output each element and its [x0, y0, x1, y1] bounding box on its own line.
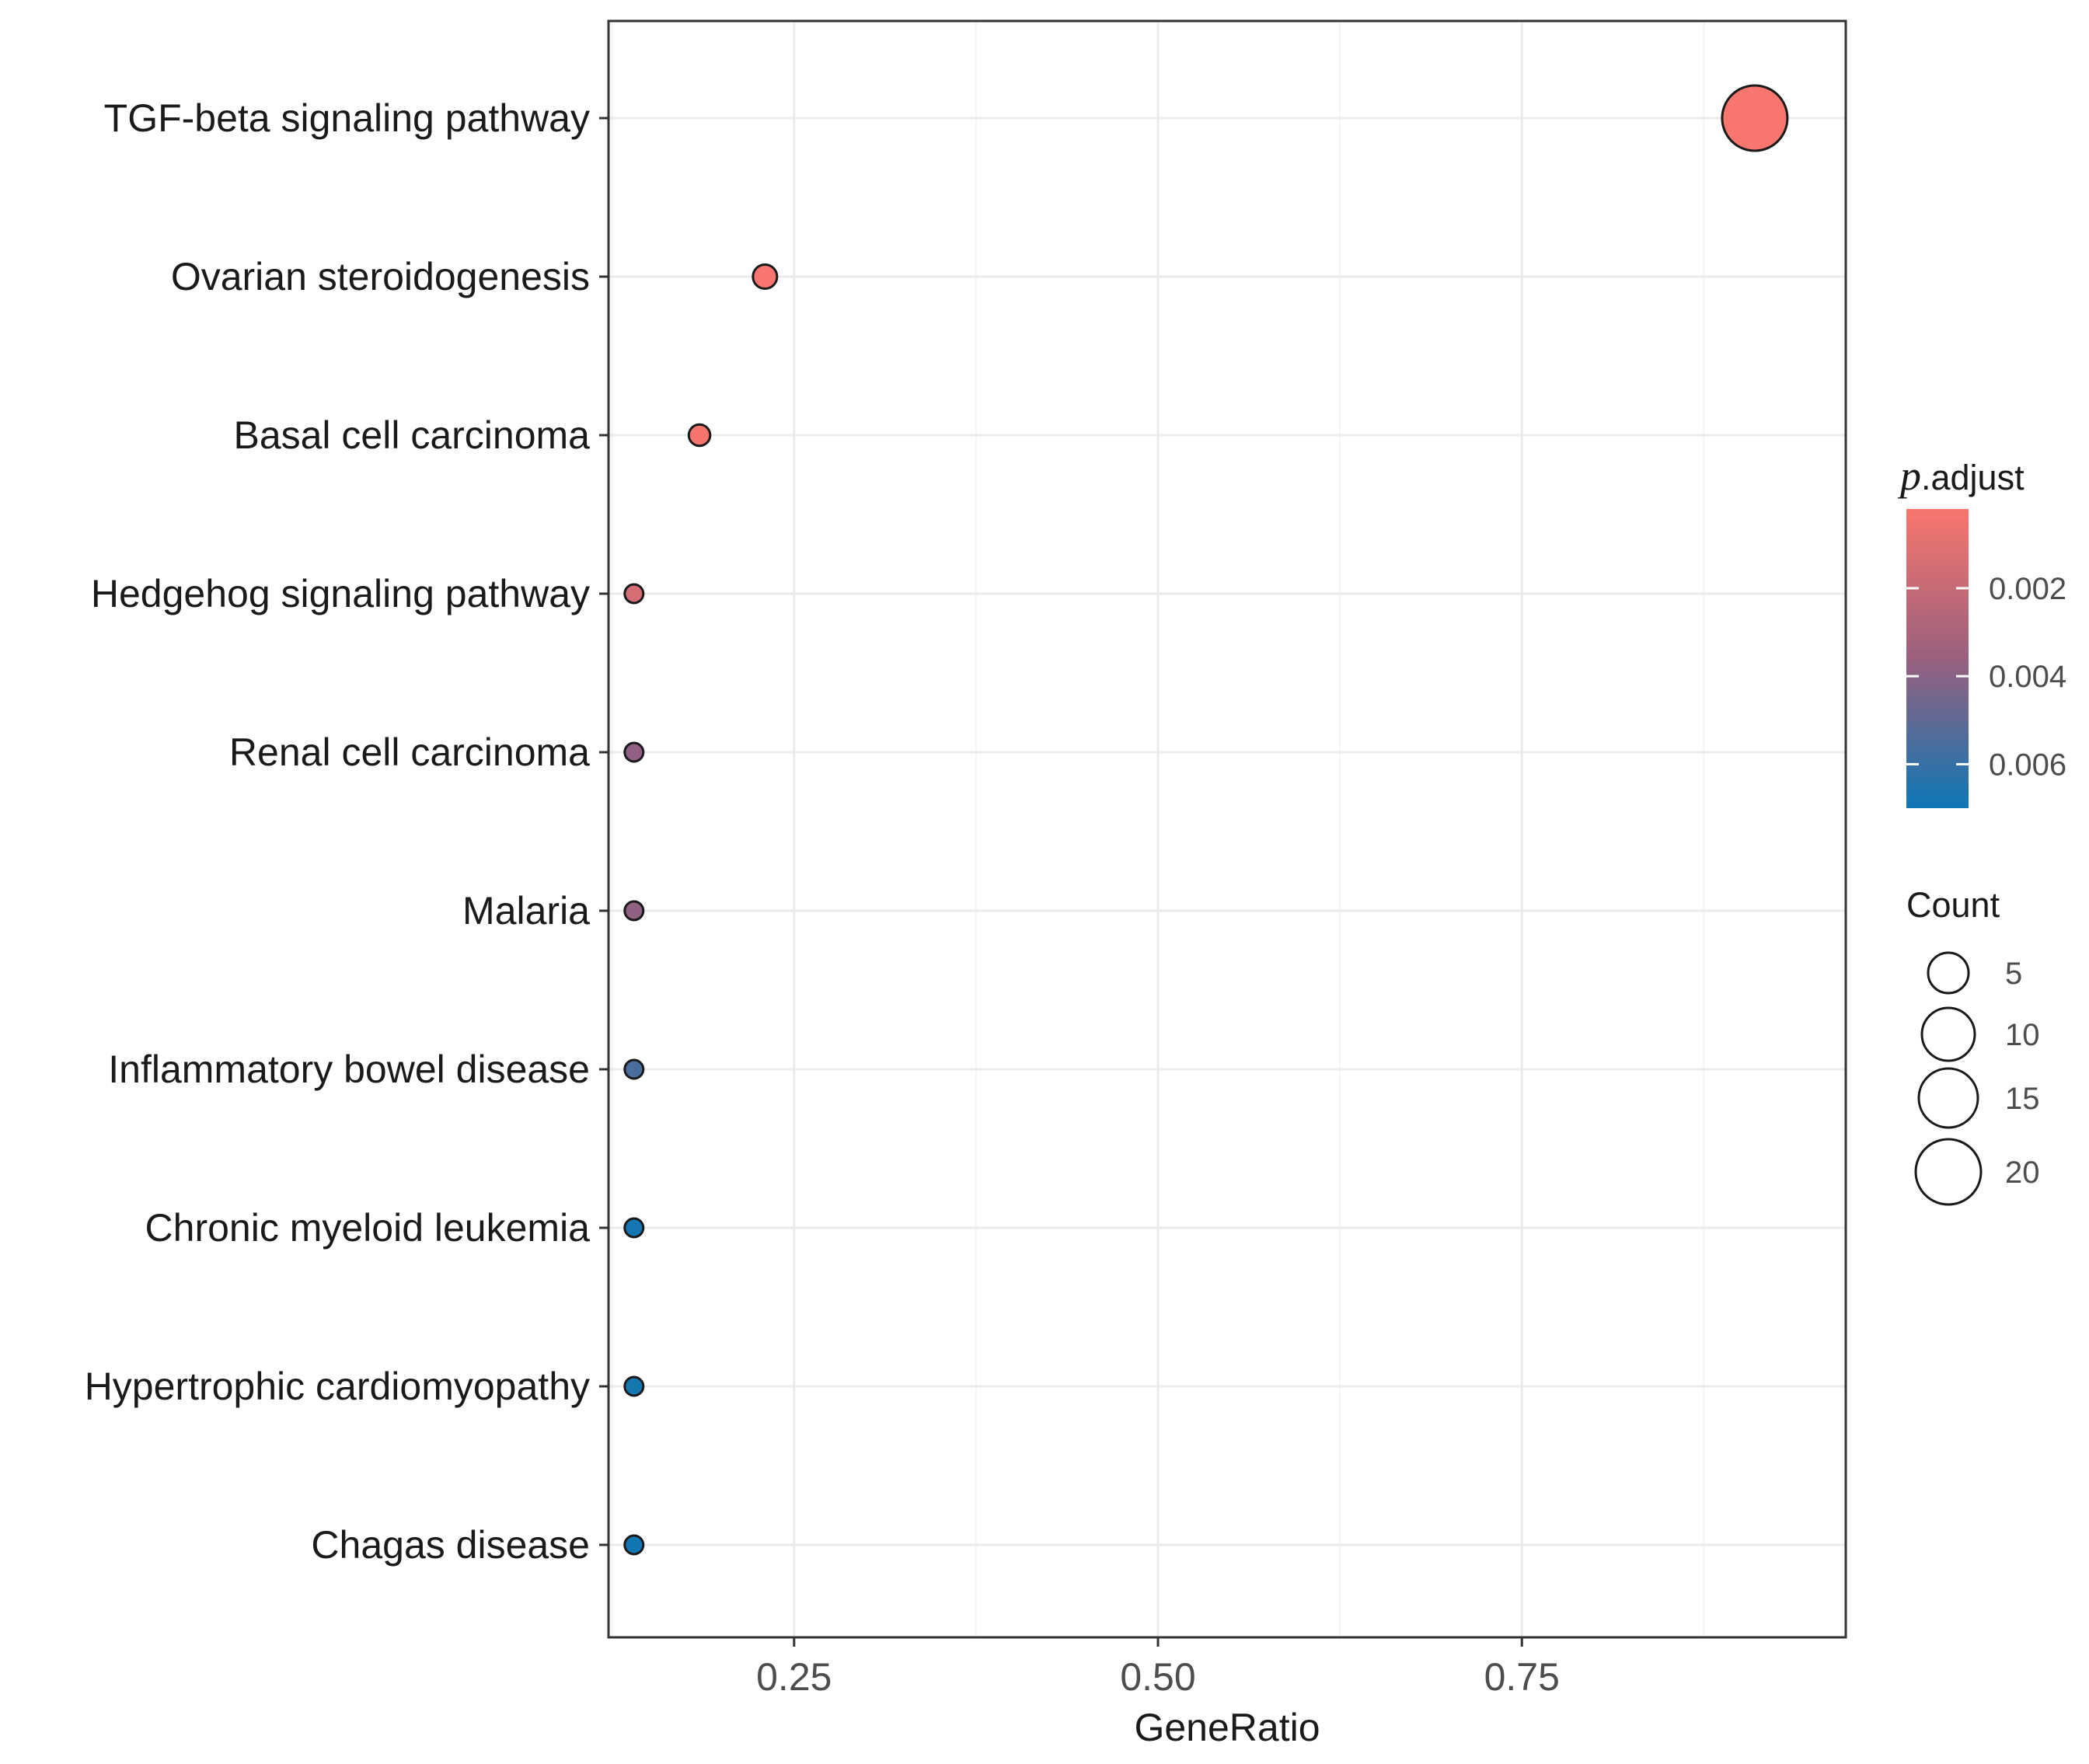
data-point [623, 1534, 645, 1556]
data-point [623, 900, 645, 922]
color-bar-ticks: 0.002 0.004 0.006 [1906, 572, 2066, 782]
color-bar-label: 0.002 [1989, 572, 2066, 606]
size-legend-keys: 5 10 15 20 [1914, 951, 2040, 1206]
y-tick-label: Basal cell carcinoma [233, 413, 590, 457]
data-point [687, 423, 712, 448]
color-legend: p.adjust 0.002 0.004 0.006 [1897, 452, 2066, 808]
color-legend-title-rest: .adjust [1921, 458, 2024, 497]
color-legend-title: p.adjust [1897, 452, 2024, 499]
size-legend-label: 15 [2005, 1082, 2040, 1116]
data-point [752, 263, 779, 291]
x-tick-label: 0.75 [1484, 1655, 1560, 1699]
data-point [623, 1058, 645, 1080]
size-legend-circle [1927, 951, 1970, 995]
y-tick-label: Renal cell carcinoma [229, 730, 590, 774]
y-tick-label: Hedgehog signaling pathway [91, 572, 590, 615]
size-legend: Count 5 10 15 20 [1906, 885, 2040, 1206]
x-tick-label: 0.25 [756, 1655, 832, 1699]
x-tick-label: 0.50 [1120, 1655, 1195, 1699]
size-legend-label: 5 [2005, 957, 2022, 991]
data-point [623, 741, 645, 763]
y-axis-ticks: TGF-beta signaling pathway Ovarian steroi… [85, 96, 609, 1567]
panel-border [607, 19, 1847, 1639]
size-legend-circle [1914, 1138, 1983, 1206]
size-legend-circle [1920, 1006, 1976, 1062]
color-bar-label: 0.006 [1989, 748, 2066, 782]
x-axis-title: GeneRatio [1134, 1706, 1320, 1749]
y-tick-label: Ovarian steroidogenesis [171, 255, 590, 298]
size-legend-label: 10 [2005, 1018, 2040, 1052]
size-legend-circle [1917, 1067, 1979, 1129]
y-tick-label: Chagas disease [311, 1523, 590, 1567]
data-point [623, 1375, 645, 1397]
color-bar [1906, 509, 1969, 808]
size-legend-label: 20 [2005, 1156, 2040, 1190]
y-tick-label: Inflammatory bowel disease [108, 1048, 590, 1091]
color-bar-label: 0.004 [1989, 660, 2066, 694]
y-tick-label: Malaria [462, 889, 590, 933]
y-tick-label: Hypertrophic cardiomyopathy [85, 1365, 590, 1408]
grid-lines [609, 21, 1846, 1637]
x-axis-ticks: 0.25 0.50 0.75 [756, 1637, 1560, 1699]
size-legend-title: Count [1906, 885, 2000, 925]
data-points [623, 84, 1789, 1556]
data-point [623, 1217, 645, 1239]
data-point [1721, 84, 1789, 152]
data-point [623, 583, 645, 605]
color-legend-title-italic: p [1897, 452, 1921, 499]
y-tick-label: TGF-beta signaling pathway [104, 96, 590, 140]
y-tick-label: Chronic myeloid leukemia [145, 1206, 591, 1250]
